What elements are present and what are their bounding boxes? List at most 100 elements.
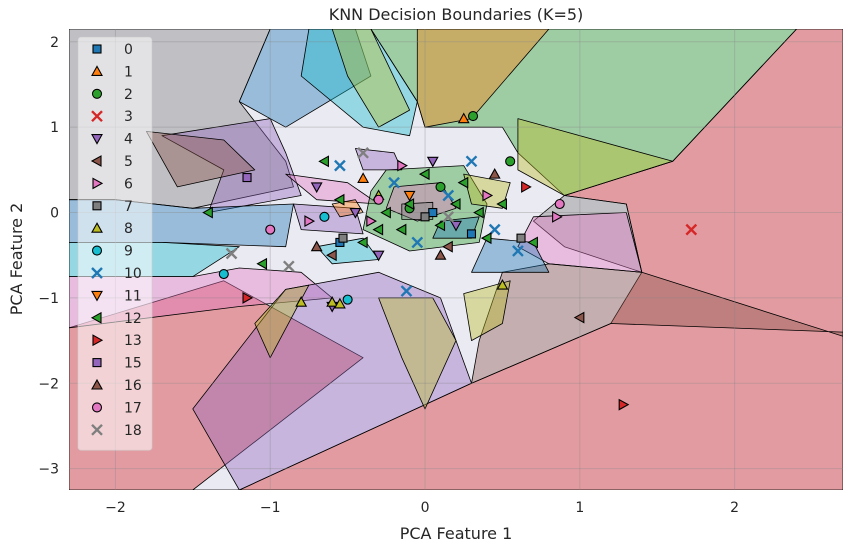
legend-label-0: 0: [124, 42, 133, 58]
point-class-6-21: [304, 215, 316, 228]
legend-label-1: 1: [124, 64, 133, 80]
point-class-10-37: [465, 155, 478, 168]
legend-marker-18: [91, 423, 103, 436]
point-class-12-57: [372, 223, 384, 236]
point-class-7-26: [420, 212, 430, 222]
point-class-12-50: [473, 206, 484, 219]
point-class-10-35: [400, 285, 413, 297]
legend-label-7: 7: [124, 199, 133, 215]
point-class-7-25: [516, 233, 526, 243]
legend-marker-5: [90, 155, 102, 167]
point-class-16-65: [310, 240, 323, 252]
point-class-12-53: [395, 223, 407, 236]
legend-marker-11: [91, 290, 103, 302]
y-tick-label: 0: [50, 206, 59, 222]
x-tick-label: −2: [105, 500, 126, 516]
legend-marker-15: [92, 358, 102, 368]
point-class-12-59: [403, 198, 415, 210]
region-class-5-20: [145, 130, 256, 188]
point-class-4-14: [310, 182, 323, 194]
legend-marker-2: [91, 88, 103, 99]
y-axis-label: PCA Feature 2: [7, 203, 26, 316]
point-class-12-54: [496, 198, 507, 210]
point-class-10-36: [334, 159, 346, 172]
legend-marker-3: [91, 110, 103, 123]
legend-marker-17: [91, 402, 103, 413]
point-class-5-17: [326, 249, 337, 262]
point-class-4-13: [372, 250, 385, 262]
point-class-13-61: [242, 291, 254, 304]
region-class-9-9: [300, 29, 418, 137]
legend-marker-1: [91, 65, 103, 76]
point-class-9-34: [319, 211, 330, 222]
point-class-6-23: [366, 215, 377, 228]
y-tick-label: −2: [38, 376, 59, 392]
point-class-18-73: [357, 146, 369, 159]
x-axis-label: PCA Feature 1: [400, 524, 513, 543]
region-class-8-10: [331, 29, 411, 128]
y-tick-label: 1: [50, 120, 59, 136]
region-class-3-0: [69, 29, 843, 490]
x-tick-label: 1: [575, 500, 584, 516]
point-class-6-20: [552, 210, 563, 223]
point-class-13-63: [521, 181, 532, 193]
x-tick-label: −1: [260, 500, 281, 516]
legend-marker-16: [91, 378, 103, 390]
point-class-10-38: [512, 245, 524, 257]
data-points: [202, 111, 698, 411]
point-class-11-43: [403, 190, 416, 202]
legend-label-15: 15: [124, 356, 142, 372]
point-class-15-64: [242, 172, 252, 183]
point-class-9-32: [218, 268, 229, 280]
point-class-17-68: [265, 224, 276, 235]
point-class-12-51: [356, 236, 368, 249]
point-class-6-19: [397, 159, 408, 172]
point-class-16-67: [488, 167, 501, 179]
point-class-1-4: [357, 172, 370, 183]
point-class-17-70: [373, 194, 384, 205]
point-class-6-22: [482, 189, 494, 202]
point-class-13-62: [618, 398, 630, 411]
point-class-18-74: [442, 210, 455, 223]
region-class-8-18: [378, 297, 457, 410]
point-class-10-39: [388, 176, 400, 189]
point-class-8-27: [295, 296, 308, 307]
point-class-4-15: [450, 220, 462, 232]
point-class-12-48: [380, 206, 391, 219]
point-class-12-52: [457, 176, 469, 189]
point-class-8-30: [496, 278, 509, 290]
point-class-16-66: [434, 249, 447, 260]
grid: [69, 29, 843, 490]
point-class-12-45: [202, 206, 213, 219]
region-class-8-11: [517, 118, 674, 196]
point-class-18-72: [282, 260, 295, 273]
legend-marker-8: [91, 222, 103, 233]
region-class-0-6: [238, 29, 372, 128]
point-class-12-46: [256, 257, 268, 270]
point-class-12-47: [527, 236, 538, 249]
legend-marker-6: [92, 177, 104, 190]
legend-label-10: 10: [124, 266, 142, 282]
point-class-5-18: [442, 240, 453, 253]
legend-label-5: 5: [124, 154, 133, 170]
legend-marker-12: [90, 311, 102, 324]
point-class-17-69: [554, 198, 565, 210]
legend-label-3: 3: [124, 109, 133, 125]
point-class-10-41: [442, 189, 455, 202]
point-class-10-42: [411, 236, 424, 249]
point-class-18-71: [225, 247, 238, 260]
point-class-2-6: [505, 156, 516, 167]
point-class-2-5: [467, 111, 479, 122]
plot-area: [69, 29, 843, 490]
y-tick-label: 2: [50, 35, 59, 51]
point-class-5-16: [573, 311, 585, 324]
region-class-5-14: [471, 263, 843, 384]
region-class-4-29: [354, 148, 403, 171]
region-class-8-28: [463, 173, 511, 209]
point-class-12-55: [333, 193, 345, 206]
legend-label-18: 18: [124, 423, 142, 439]
point-class-7-24: [338, 233, 348, 243]
